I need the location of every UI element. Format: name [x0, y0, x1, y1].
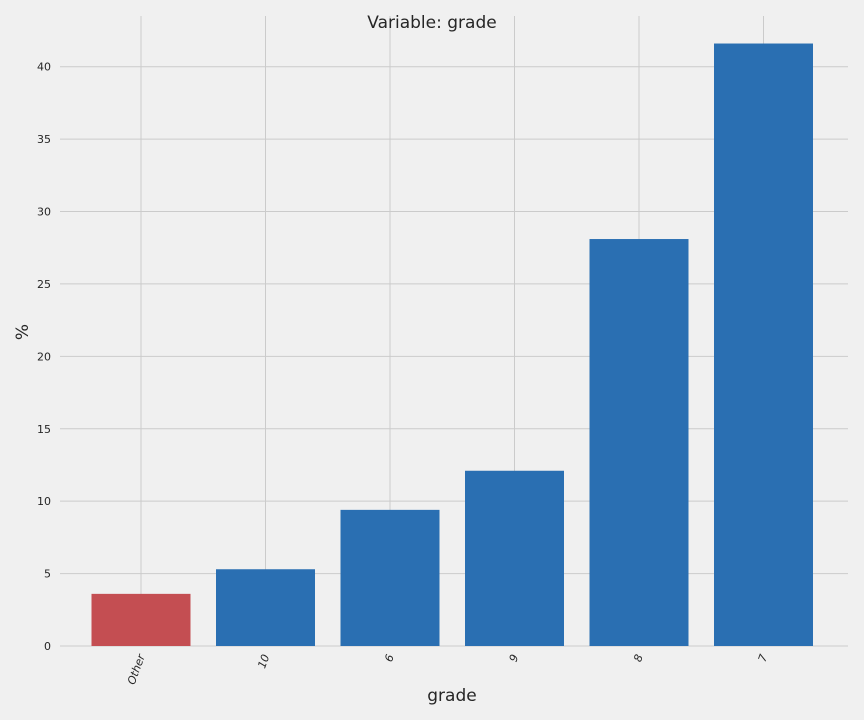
y-tick-label: 20 — [37, 350, 51, 363]
x-tick-label: 6 — [382, 653, 397, 664]
bar-10 — [216, 569, 315, 646]
bars-layer — [91, 43, 813, 647]
bar-7 — [714, 43, 813, 647]
x-tick-label: 8 — [631, 653, 646, 664]
y-tick-label: 40 — [37, 61, 51, 74]
y-tick-labels: 0 5 10 15 20 25 30 35 40 — [37, 61, 51, 653]
bar-8 — [589, 239, 689, 646]
x-tick-label: 7 — [756, 653, 771, 664]
y-tick-label: 30 — [37, 206, 51, 219]
x-tick-label: 10 — [255, 653, 272, 671]
y-axis-label: % — [13, 324, 33, 340]
x-axis-label: grade — [427, 686, 476, 706]
bar-other — [91, 593, 191, 646]
bar-9 — [465, 470, 564, 646]
chart-title: Variable: grade — [367, 13, 496, 33]
x-tick-labels: Other 10 6 9 8 7 — [125, 651, 770, 686]
y-tick-label: 15 — [37, 423, 51, 436]
y-tick-label: 0 — [44, 640, 51, 653]
y-tick-label: 25 — [37, 278, 51, 291]
y-tick-label: 5 — [44, 568, 51, 581]
bar-6 — [340, 509, 440, 646]
x-tick-label: Other — [125, 651, 148, 686]
y-tick-label: 35 — [37, 133, 51, 146]
x-tick-label: 9 — [507, 653, 522, 664]
y-tick-label: 10 — [37, 495, 51, 508]
